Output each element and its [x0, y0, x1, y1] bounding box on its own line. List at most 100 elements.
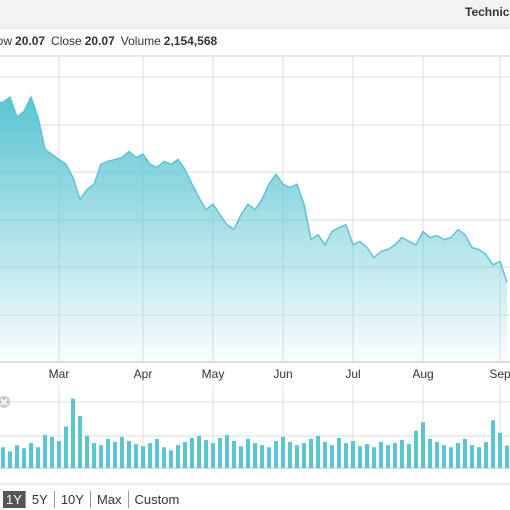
volume-bar — [358, 446, 362, 468]
volume-bar — [204, 439, 208, 468]
volume-bar — [379, 442, 383, 468]
volume-bar — [36, 447, 40, 468]
low: 20.07 — [15, 34, 45, 48]
volume-bar — [323, 442, 327, 468]
close-label: Close — [51, 34, 82, 48]
volume-bar — [421, 422, 425, 468]
volume-bar — [43, 434, 47, 468]
volume-bar — [141, 446, 145, 468]
volume-bar — [351, 441, 355, 468]
volume-bar — [148, 443, 152, 468]
volume-bar — [372, 447, 376, 468]
volume-bar — [239, 446, 243, 468]
volume-bar — [470, 445, 474, 468]
range-button[interactable]: 10Y — [53, 491, 90, 508]
volume-bar — [393, 443, 397, 468]
range-button[interactable]: Max — [89, 491, 128, 508]
volume-bar — [29, 443, 33, 468]
range-button[interactable]: Custom — [127, 491, 186, 508]
tab[interactable]: Technical — [465, 5, 510, 19]
volume-bar — [428, 438, 432, 468]
x-tick-label: Aug — [412, 367, 433, 381]
x-tick-label: Jul — [345, 367, 360, 381]
close: 20.07 — [85, 34, 115, 48]
volume-bar — [106, 438, 110, 468]
volume-bar — [155, 438, 159, 468]
volume-bar — [337, 437, 341, 468]
volume-bar — [435, 442, 439, 468]
volume-bar — [505, 445, 509, 468]
volume-bar — [288, 442, 292, 468]
volume-bar — [365, 444, 369, 468]
x-tick-label: Sep — [489, 367, 510, 381]
volume-bar — [260, 445, 264, 468]
x-tick-label: Mar — [49, 367, 70, 381]
volume-bar — [92, 443, 96, 468]
volume-bar — [274, 441, 278, 468]
x-tick-label: Apr — [134, 367, 153, 381]
volume-bar — [295, 445, 299, 468]
volume-bar — [330, 445, 334, 468]
volume-bar — [127, 441, 131, 468]
volume-bar — [309, 438, 313, 468]
volume-bar — [498, 432, 502, 468]
volume-bar — [50, 436, 54, 468]
x-tick-label: May — [202, 367, 225, 381]
x-tick-label: Jun — [273, 367, 292, 381]
volume-bar — [246, 438, 250, 468]
price-area — [0, 97, 507, 362]
volume-bar — [113, 442, 117, 468]
volume-label: Volume — [121, 34, 161, 48]
price-line — [0, 95, 508, 283]
top-bar — [0, 0, 510, 28]
volume-bar — [162, 447, 166, 468]
volume-bar — [57, 441, 61, 468]
low-label: Low — [0, 34, 12, 48]
close-icon[interactable] — [0, 396, 10, 408]
volume-bar — [442, 445, 446, 468]
volume-bar — [190, 437, 194, 468]
volume-bar — [15, 445, 19, 468]
volume-bar — [120, 436, 124, 468]
volume-bar — [183, 442, 187, 468]
volume-bar — [302, 443, 306, 468]
range-button[interactable]: 1Y — [3, 491, 25, 508]
volume-bar — [491, 420, 495, 468]
volume-bar — [316, 435, 320, 468]
volume-bar — [134, 444, 138, 468]
volume-bar — [71, 398, 75, 468]
volume: 2,154,568 — [164, 34, 218, 48]
volume-bar — [78, 416, 82, 468]
volume-bar — [176, 445, 180, 468]
volume-bar — [232, 441, 236, 468]
volume-bar — [449, 447, 453, 468]
volume-bar — [64, 426, 68, 468]
volume-bar — [225, 434, 229, 468]
volume-bar — [211, 443, 215, 468]
volume-bar — [456, 443, 460, 468]
volume-bar — [85, 435, 89, 468]
volume-bar — [344, 443, 348, 468]
volume-bar — [281, 436, 285, 468]
volume-bar — [8, 451, 12, 468]
volume-bar — [477, 447, 481, 468]
volume-bar — [386, 445, 390, 468]
volume-bar — [99, 445, 103, 468]
volume-bar — [463, 438, 467, 468]
volume-bar — [197, 435, 201, 468]
volume-bar — [22, 448, 26, 468]
volume-bar — [218, 437, 222, 468]
volume-bar — [414, 430, 418, 468]
volume-bar — [169, 450, 173, 468]
volume-bar — [400, 439, 404, 468]
volume-bar — [407, 444, 411, 468]
range-selector: 1Y 5Y 10Y Max Custom — [3, 491, 185, 508]
volume-bar — [267, 447, 271, 468]
volume-bar — [484, 442, 488, 468]
range-button[interactable]: 5Y — [24, 491, 54, 508]
volume-bar — [253, 443, 257, 468]
volume-bar — [1, 447, 5, 468]
